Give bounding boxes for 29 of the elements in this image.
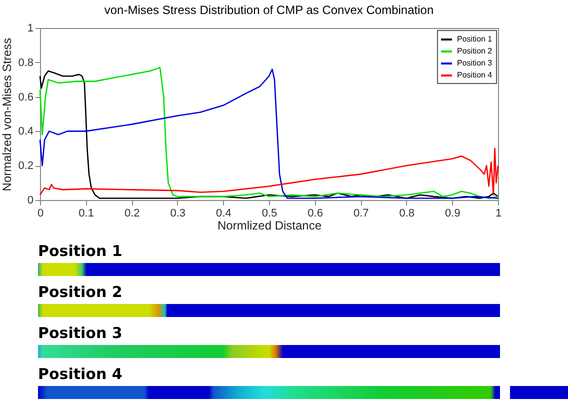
y-tick-label: 0.2 bbox=[18, 160, 34, 172]
y-tick-label: 1 bbox=[27, 22, 34, 34]
x-tick-label: 0.2 bbox=[124, 208, 140, 220]
x-tick-label: 1 bbox=[495, 208, 502, 220]
x-tick-label: 0.5 bbox=[262, 208, 278, 220]
text: Position 1 bbox=[38, 242, 122, 260]
line-series bbox=[39, 148, 499, 196]
x-tick-label: 0 bbox=[37, 208, 44, 220]
legend-label: Position 1 bbox=[457, 34, 493, 44]
y-axis-title: Normalzed von-Mises Stress bbox=[0, 38, 14, 192]
y-tick-label: 0.4 bbox=[18, 126, 34, 138]
x-tick-label: 0.8 bbox=[399, 208, 415, 220]
text: Position 3 bbox=[38, 324, 122, 342]
x-tick-label: 0.9 bbox=[445, 208, 460, 220]
legend-label: Position 2 bbox=[457, 46, 493, 56]
text: Position 2 bbox=[38, 283, 122, 301]
text: Position 4 bbox=[38, 365, 122, 383]
x-tick-label: 0.1 bbox=[78, 208, 94, 220]
x-axis-title: Normlized Distance bbox=[217, 218, 322, 232]
y-tick-label: 0.6 bbox=[18, 91, 34, 104]
x-tick-label: 0.4 bbox=[216, 208, 232, 220]
y-tick-label: 0 bbox=[27, 194, 34, 206]
y-tick-label: 0.8 bbox=[18, 56, 34, 69]
legend-label: Position 4 bbox=[457, 70, 493, 80]
x-tick-label: 0.3 bbox=[170, 208, 186, 220]
chart-title: von-Mises Stress Distribution of CMP as Convex Combination bbox=[104, 3, 434, 17]
legend-label: Position 3 bbox=[457, 58, 493, 68]
x-tick-label: 0.6 bbox=[308, 208, 323, 220]
x-tick-label: 0.7 bbox=[353, 208, 369, 220]
